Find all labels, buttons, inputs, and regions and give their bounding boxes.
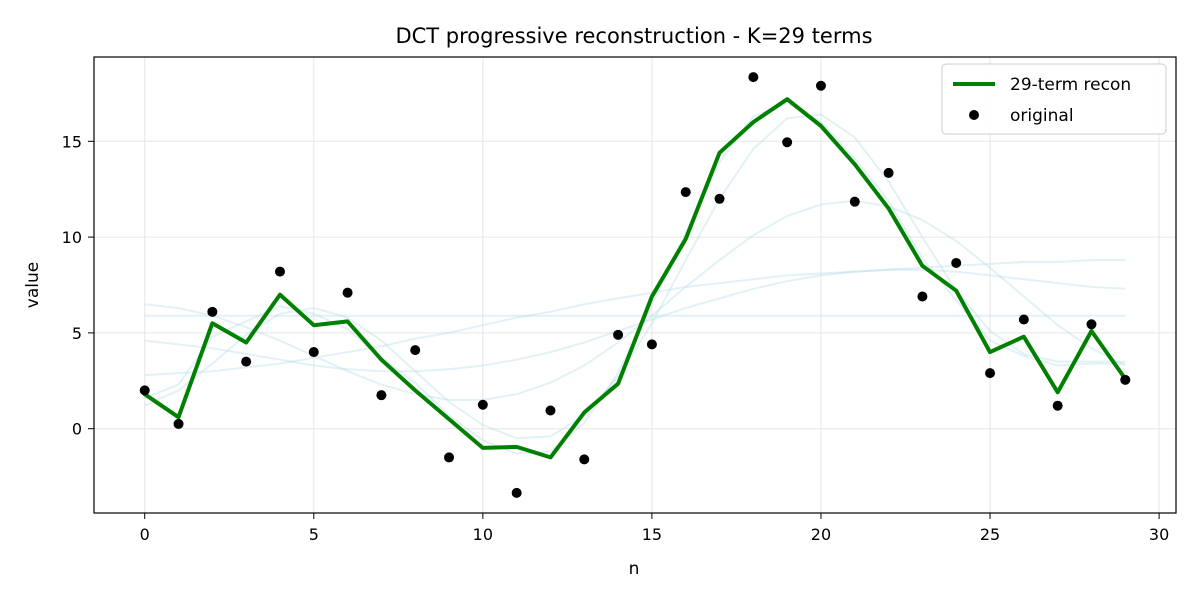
- original-point: [1120, 374, 1131, 385]
- y-tick-label: 5: [72, 324, 82, 343]
- original-point: [511, 487, 522, 498]
- original-point: [782, 137, 793, 148]
- y-tick-label: 15: [62, 132, 82, 151]
- original-point: [1018, 314, 1029, 325]
- x-axis-label: n: [629, 559, 640, 579]
- y-tick-label: 10: [62, 228, 82, 247]
- original-point: [139, 385, 150, 396]
- original-point: [376, 390, 387, 401]
- original-point: [714, 193, 725, 204]
- original-points: [139, 72, 1131, 498]
- legend-label-original: original: [1010, 106, 1074, 126]
- original-point: [951, 257, 962, 268]
- x-tick-label: 20: [811, 525, 831, 544]
- plot-frame: [93, 56, 1177, 514]
- original-point: [917, 291, 928, 302]
- original-point: [1086, 319, 1097, 330]
- original-point: [815, 80, 826, 91]
- y-axis-label: value: [23, 262, 43, 308]
- legend-marker-original: [969, 110, 979, 120]
- legend-box: [941, 63, 1167, 135]
- grid: [94, 57, 1176, 513]
- original-point: [680, 187, 691, 198]
- original-point: [579, 454, 590, 465]
- axis-ticks: 0 5 10 15 20 25 30 0 5 10 15: [62, 132, 1170, 544]
- x-tick-label: 25: [980, 525, 1000, 544]
- original-point: [477, 399, 488, 410]
- partial-reconstruction-line: [144, 199, 1126, 401]
- partial-reconstruction-line: [144, 268, 1126, 373]
- original-point: [646, 339, 657, 350]
- x-tick-label: 10: [473, 525, 493, 544]
- x-tick-label: 30: [1149, 525, 1169, 544]
- original-point: [241, 356, 252, 367]
- legend-label-recon: 29-term recon: [1010, 75, 1131, 95]
- x-tick-label: 15: [642, 525, 662, 544]
- original-point: [207, 306, 218, 317]
- legend: 29-term recon original: [941, 63, 1167, 135]
- recon-line: [142, 97, 1128, 460]
- original-point: [342, 287, 353, 298]
- original-point: [274, 266, 285, 277]
- original-point: [748, 72, 759, 83]
- original-point: [444, 452, 455, 463]
- chart-title: DCT progressive reconstruction - K=29 te…: [395, 24, 872, 48]
- recon-series: [142, 97, 1128, 460]
- original-point: [849, 196, 860, 207]
- original-point: [173, 418, 184, 429]
- original-point: [545, 405, 556, 416]
- original-point: [308, 347, 319, 358]
- x-tick-label: 5: [309, 525, 319, 544]
- original-point: [1052, 400, 1063, 411]
- original-point: [410, 345, 421, 356]
- original-point: [985, 368, 996, 379]
- x-tick-label: 0: [140, 525, 150, 544]
- partial-reconstruction-line: [144, 259, 1126, 377]
- y-tick-label: 0: [72, 420, 82, 439]
- original-point: [883, 167, 894, 178]
- original-point: [613, 329, 624, 340]
